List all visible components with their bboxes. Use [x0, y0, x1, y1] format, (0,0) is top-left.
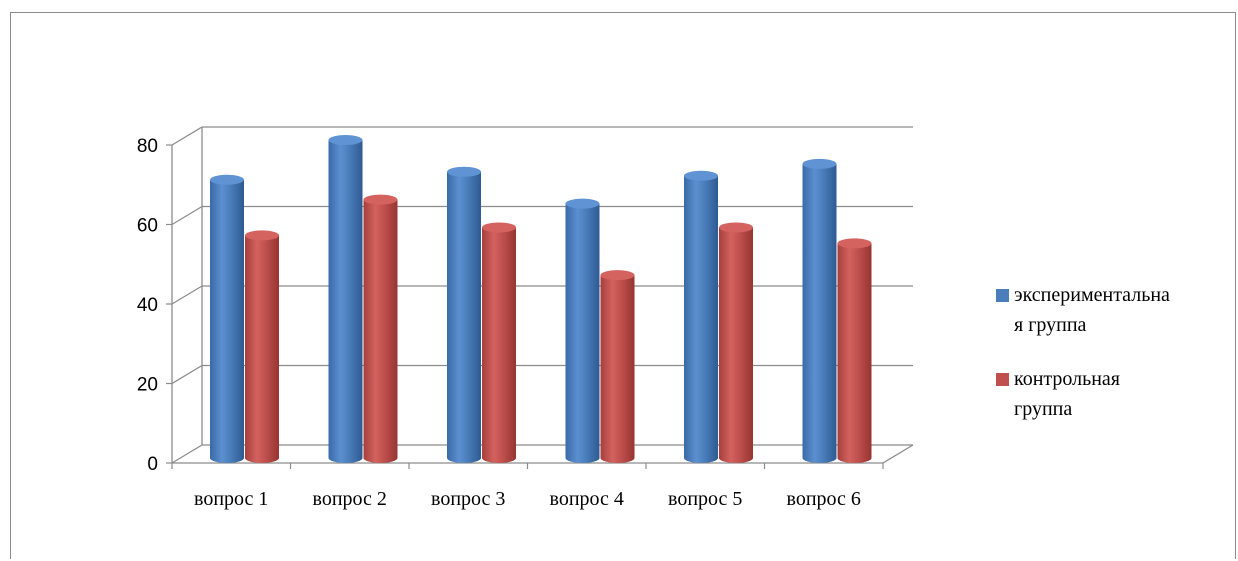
- bar-experimental-4: [565, 198, 600, 463]
- bar-body: [837, 243, 872, 463]
- side-gridline-40: [171, 285, 203, 305]
- axes: [166, 127, 914, 469]
- bar-body: [600, 275, 635, 463]
- y-tick-label: 80: [137, 136, 158, 157]
- bar-top: [363, 194, 398, 205]
- bar-top: [802, 158, 837, 169]
- bar-body: [447, 171, 481, 464]
- y-tick-label: 60: [137, 216, 158, 237]
- bar-top: [482, 222, 516, 233]
- bars: [210, 135, 872, 464]
- side-gridline-80: [171, 126, 203, 146]
- x-tick-label: вопрос 1: [194, 488, 268, 510]
- floor-edge: [882, 444, 914, 464]
- bar-control-4: [600, 270, 635, 463]
- bar-top: [719, 222, 753, 233]
- bar-body: [684, 175, 718, 463]
- y-tick-label: 20: [137, 375, 158, 396]
- axis-labels: 0 20 40 60 80 вопрос 1 вопрос 2 вопрос 3 вопрос …: [137, 136, 861, 510]
- side-gridline-20: [171, 364, 203, 385]
- bar-body: [482, 227, 516, 463]
- bar-top: [565, 198, 600, 209]
- side-gridline-0: [171, 444, 203, 464]
- bar-body: [328, 140, 363, 463]
- x-tick-label: вопрос 5: [668, 488, 742, 510]
- chart-frame: [10, 12, 1236, 559]
- bar-top: [210, 174, 244, 185]
- bar-experimental-6: [802, 158, 837, 463]
- x-tick-label: вопрос 4: [550, 488, 624, 510]
- bar-body: [210, 179, 244, 463]
- bar-experimental-2: [328, 135, 363, 463]
- bar-body: [245, 235, 279, 463]
- bar-control-5: [719, 222, 753, 463]
- legend-item-experimental: экспериментальна я группа: [993, 280, 1228, 340]
- bar-body: [565, 203, 600, 463]
- legend-swatch-experimental: [996, 289, 1009, 302]
- bar-top: [684, 170, 718, 181]
- bar-top: [600, 270, 635, 281]
- legend-label-control: контрольная группа: [1014, 368, 1121, 420]
- gridlines: [171, 126, 913, 464]
- side-gridline-60: [171, 205, 203, 226]
- bar-experimental-3: [447, 166, 481, 464]
- bar-top: [837, 238, 872, 249]
- bar-experimental-5: [684, 170, 718, 463]
- bar-body: [719, 227, 753, 463]
- bar-control-1: [245, 230, 279, 463]
- bar-control-3: [482, 222, 516, 463]
- bar-control-2: [363, 194, 398, 463]
- x-tick-label: вопрос 3: [431, 488, 505, 510]
- bar-control-6: [837, 238, 872, 463]
- legend-swatch-control: [996, 373, 1009, 386]
- bar-body: [363, 199, 398, 463]
- y-tick-label: 40: [137, 295, 158, 316]
- x-tick-label: вопрос 6: [787, 488, 861, 510]
- legend-item-control: контрольная группа: [993, 364, 1228, 424]
- bar-top: [447, 166, 481, 177]
- bar-top: [245, 230, 279, 241]
- bar-body: [802, 163, 837, 463]
- legend: экспериментальна я группа контрольная гр…: [993, 280, 1228, 448]
- bar-experimental-1: [210, 174, 244, 463]
- bar-top: [328, 135, 363, 145]
- y-tick-label: 0: [147, 454, 158, 475]
- x-tick-label: вопрос 2: [313, 488, 387, 510]
- legend-label-experimental: экспериментальна я группа: [1014, 284, 1170, 336]
